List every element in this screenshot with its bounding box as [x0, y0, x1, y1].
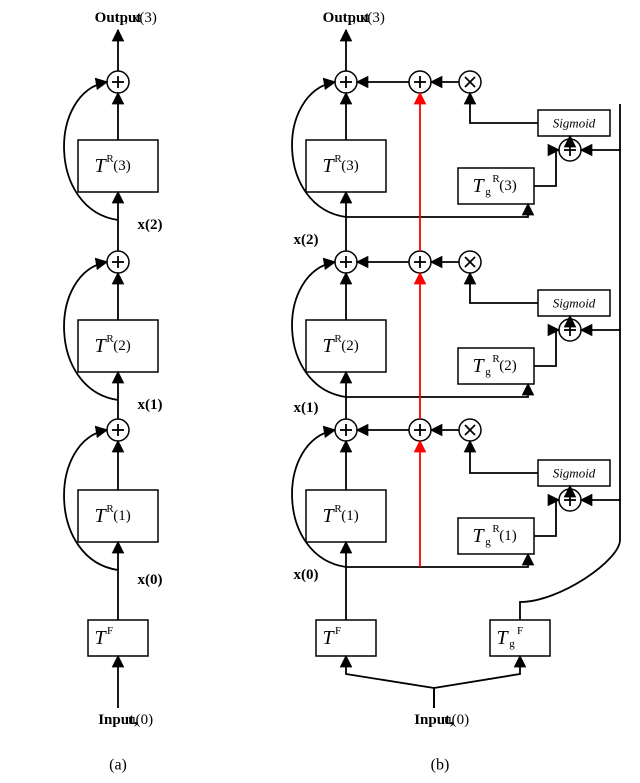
svg-text:T: T [322, 627, 335, 649]
lbl-b-x2: x(2) [294, 232, 319, 248]
svg-text:T: T [472, 355, 485, 377]
edge [581, 330, 620, 454]
edge [346, 204, 528, 217]
svg-text:g: g [509, 638, 515, 650]
lbl-a-x0: x(0) [138, 572, 163, 588]
panel-a-caption: (a) [109, 757, 127, 774]
panel-b-caption: (b) [431, 757, 450, 774]
edge [470, 273, 538, 303]
svg-text:u(0): u(0) [128, 712, 153, 728]
svg-text:, x(3): , x(3) [352, 10, 385, 26]
svg-text:T: T [94, 627, 107, 649]
svg-text:(2): (2) [341, 338, 359, 354]
svg-text:(1): (1) [499, 528, 517, 544]
svg-text:F: F [335, 625, 341, 637]
edge [346, 554, 528, 567]
edge [581, 150, 620, 284]
edge [470, 93, 538, 123]
svg-text:, x(3): , x(3) [124, 10, 157, 26]
svg-text:u(0): u(0) [444, 712, 469, 728]
lbl-b-Sig1: Sigmoid [553, 466, 596, 481]
svg-text:F: F [107, 625, 113, 637]
edge [534, 500, 559, 536]
svg-text:(1): (1) [341, 508, 359, 524]
lbl-b-Sig2: Sigmoid [553, 296, 596, 311]
svg-text:g: g [485, 366, 491, 378]
edge [346, 384, 528, 397]
svg-text:(2): (2) [499, 358, 517, 374]
svg-text:(3): (3) [341, 158, 359, 174]
lbl-b-x1: x(1) [294, 400, 319, 416]
edge [520, 500, 620, 620]
svg-text:F: F [517, 625, 523, 637]
svg-text:g: g [485, 186, 491, 198]
svg-text:(2): (2) [113, 338, 131, 354]
svg-text:(3): (3) [113, 158, 131, 174]
svg-text:(1): (1) [113, 508, 131, 524]
lbl-b-Sig3: Sigmoid [553, 116, 596, 131]
edge [534, 330, 559, 366]
lbl-b-x0: x(0) [294, 567, 319, 583]
lbl-a-x2: x(2) [138, 217, 163, 233]
edge [470, 441, 538, 473]
panel-b-input-label: Input, u(0) [414, 712, 469, 728]
svg-text:T: T [496, 627, 509, 649]
svg-text:(3): (3) [499, 178, 517, 194]
svg-text:g: g [485, 536, 491, 548]
panel-a-input-label: Input, u(0) [98, 712, 153, 728]
panel-a-output-label: Output, x(3) [95, 10, 157, 26]
svg-text:T: T [472, 175, 485, 197]
edge [346, 656, 434, 708]
edge [534, 150, 559, 186]
edge [434, 656, 520, 708]
panel-b-output-label: Output, x(3) [323, 10, 385, 26]
svg-text:T: T [472, 525, 485, 547]
lbl-a-x1: x(1) [138, 397, 163, 413]
